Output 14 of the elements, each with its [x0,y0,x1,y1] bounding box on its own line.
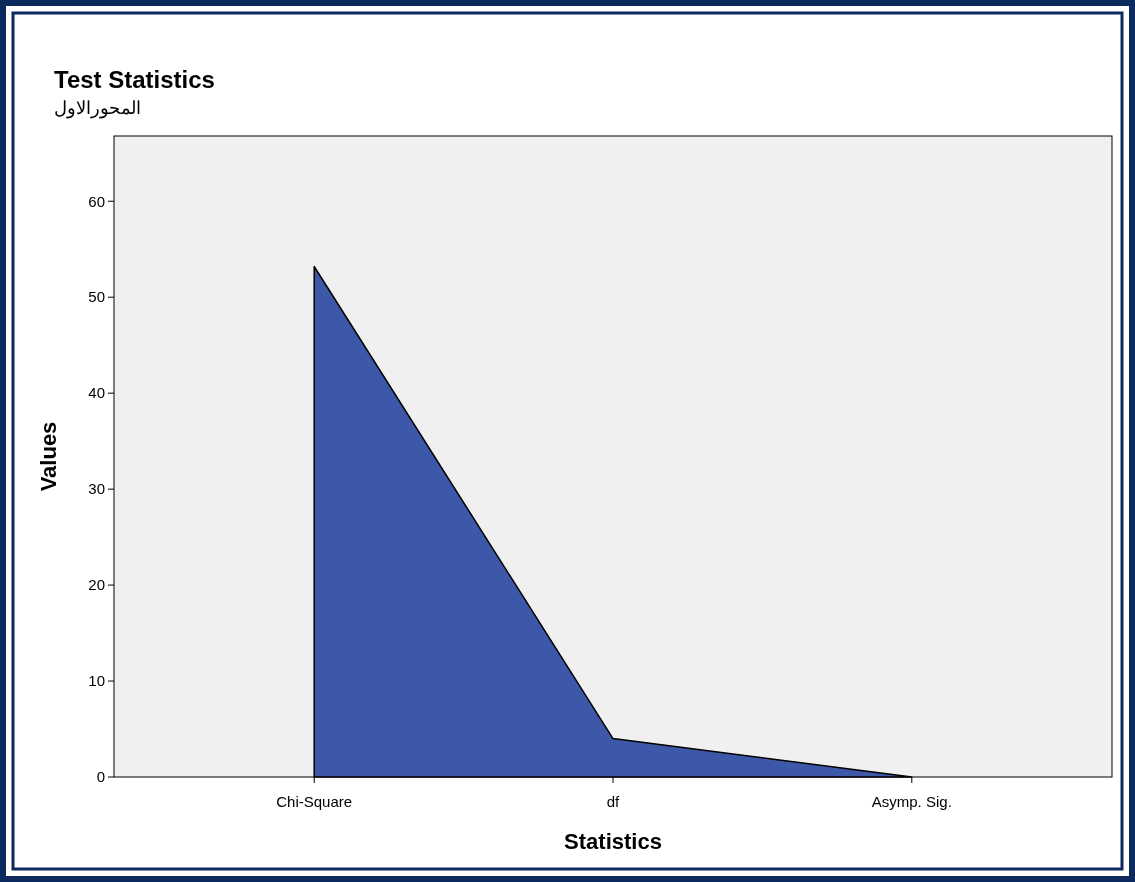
y-tick-label: 50 [88,288,105,306]
x-tick-label: Chi-Square [276,793,353,810]
x-tick-label: df [606,793,621,810]
x-axis-title: Statistics [564,829,662,854]
y-tick-label: 0 [96,768,105,786]
chart-subtitle: المحورالاول [54,98,141,119]
y-tick-label: 60 [88,192,105,210]
y-tick-label: 20 [88,576,105,594]
y-tick-label: 30 [88,480,105,498]
y-tick-label: 10 [88,672,105,690]
y-tick-label: 40 [88,384,105,402]
chart-title: Test Statistics [54,66,215,93]
x-tick-label: Asymp. Sig. [871,793,952,810]
y-axis-title: Values [36,421,61,492]
